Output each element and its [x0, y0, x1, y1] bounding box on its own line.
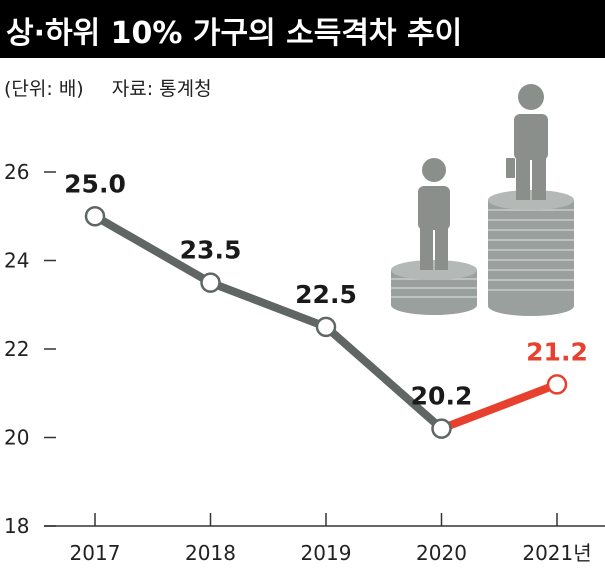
unit-label: (단위: 배) — [4, 78, 84, 100]
data-point — [546, 374, 568, 395]
data-label: 21.2 — [526, 337, 588, 366]
x-tick-label: 2017 — [70, 541, 121, 565]
line-segment — [91, 212, 215, 287]
line-segment — [322, 322, 446, 433]
highlight-line-segment — [437, 380, 561, 433]
data-label: 20.2 — [411, 382, 473, 411]
title-bar: 상·하위 10% 가구의 소득격차 추이 — [0, 0, 605, 58]
x-tick-label: 2021년 — [522, 541, 591, 565]
data-point — [315, 316, 337, 338]
coin-people-illustration — [391, 84, 574, 316]
small-person-icon — [418, 158, 450, 270]
y-tick-label: 26 — [4, 160, 29, 184]
x-tick-label: 2019 — [301, 541, 352, 565]
y-tick-label: 18 — [4, 514, 29, 538]
small-coin-stack-icon — [391, 260, 477, 315]
line-series — [84, 206, 568, 439]
chart-axes: 18 20 22 24 26 2017 2018 2019 2020 2021년 — [4, 160, 605, 565]
data-point — [84, 206, 106, 227]
y-tick-label: 20 — [4, 426, 29, 450]
data-label: 22.5 — [295, 280, 357, 309]
data-label: 23.5 — [180, 236, 242, 265]
x-tick-label: 2018 — [185, 541, 236, 565]
data-labels: 25.0 23.5 22.5 20.2 21.2 — [64, 169, 588, 410]
line-segment — [206, 278, 330, 331]
data-point — [200, 272, 221, 293]
y-tick-label: 24 — [4, 249, 29, 273]
tall-coin-stack-icon — [488, 190, 574, 316]
source-label: 자료: 통계청 — [111, 78, 212, 100]
y-tick-label: 22 — [4, 337, 29, 361]
data-label: 25.0 — [64, 169, 126, 198]
tall-person-icon — [506, 84, 548, 200]
unit-source-line: (단위: 배) 자료: 통계청 — [4, 74, 234, 101]
x-tick-label: 2020 — [416, 541, 467, 565]
chart-title: 상·하위 10% 가구의 소득격차 추이 — [6, 16, 463, 51]
data-point — [431, 418, 452, 439]
